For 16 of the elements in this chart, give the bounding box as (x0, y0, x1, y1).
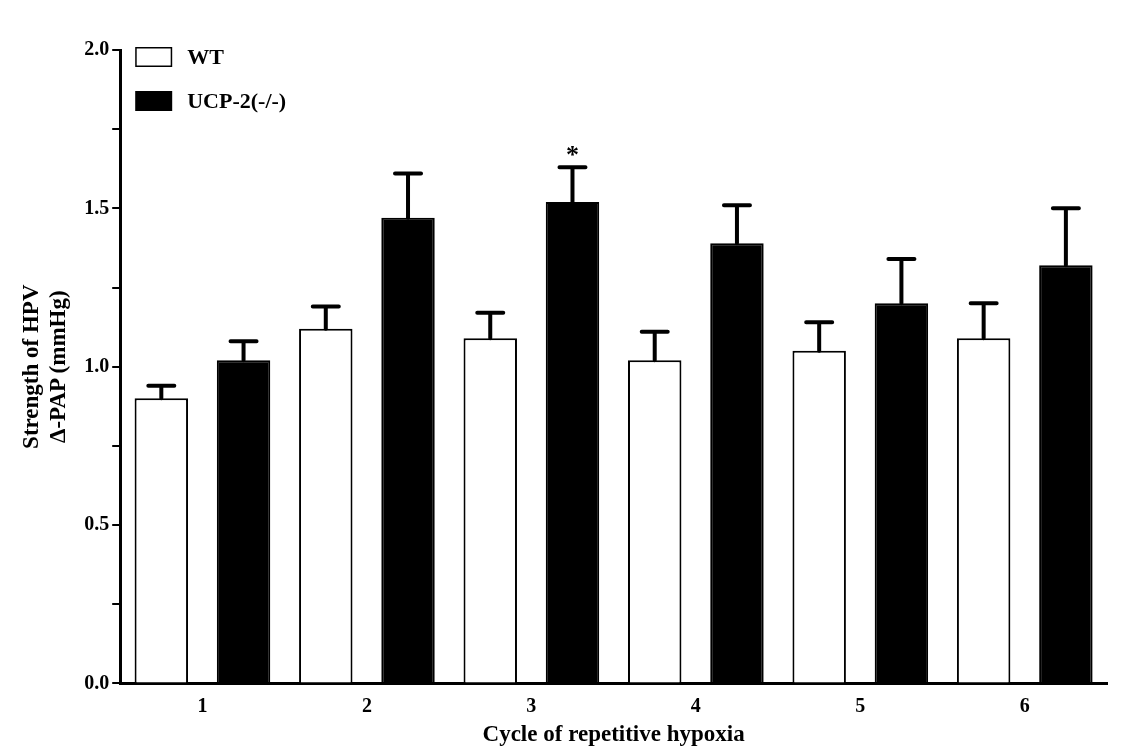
y-tick-label: 2.0 (84, 37, 110, 60)
x-tick-label: 1 (197, 693, 208, 716)
x-tick-label: 3 (526, 693, 537, 716)
x-tick-label: 6 (1019, 693, 1030, 716)
x-axis-title: Cycle of repetitive hypoxia (482, 721, 746, 747)
y-tick-label: 0.5 (84, 512, 110, 535)
y-axis-title: Strength of HPV Δ-PAP (mmHg) (17, 284, 71, 449)
x-tick-label: 4 (690, 693, 701, 716)
annotation: * (565, 139, 579, 169)
y-tick-label: 1.5 (84, 195, 110, 218)
y-tick-label: 1.0 (84, 353, 110, 376)
x-tick-label: 5 (855, 693, 866, 716)
y-tick-label: 0.0 (84, 670, 110, 693)
legend-label: UCP-2(-/-) (187, 87, 287, 113)
x-tick-label: 2 (361, 693, 372, 716)
legend-label: WT (187, 43, 225, 69)
